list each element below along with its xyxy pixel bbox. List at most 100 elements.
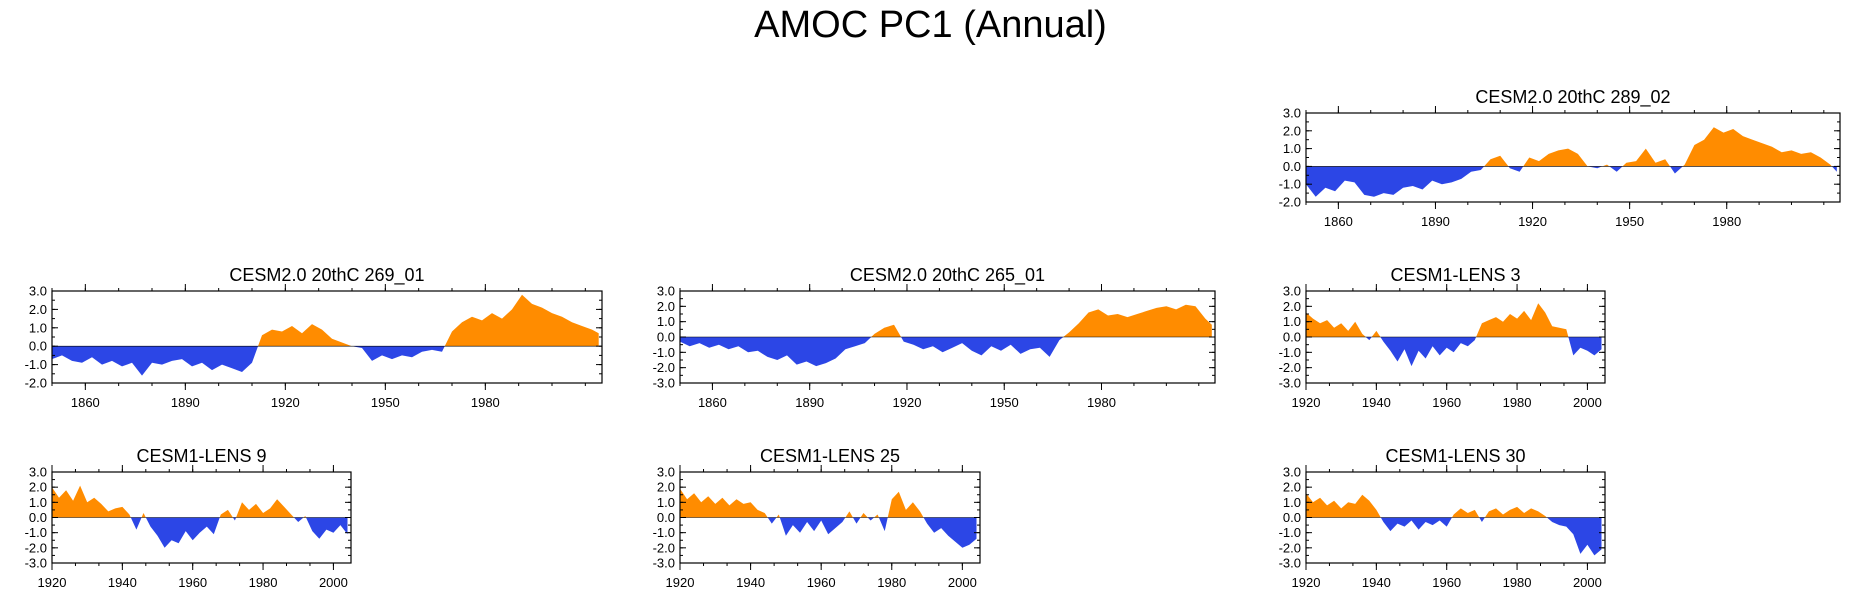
figure-title: AMOC PC1 (Annual) — [754, 4, 1107, 46]
series-negative-area — [1306, 337, 1602, 367]
panel-title: CESM1-LENS 30 — [1385, 446, 1525, 466]
x-tick-label: 1980 — [249, 575, 278, 590]
y-tick-label: -2.0 — [1279, 195, 1301, 210]
chart-panel-cesm1-lens-30: 3.02.01.00.0-1.0-2.0-3.0 1920 1940 1960 1980… — [1279, 446, 1606, 590]
y-tick-label: 3.0 — [29, 284, 47, 299]
x-tick-label: 1860 — [698, 395, 727, 410]
y-tick-label: -2.0 — [1279, 540, 1301, 555]
series-positive-area — [1306, 493, 1602, 518]
x-tick-label: 1950 — [1615, 214, 1644, 229]
y-tick-label: 3.0 — [657, 465, 675, 480]
x-tick-label: 1890 — [1421, 214, 1450, 229]
x-tick-label: 1920 — [1292, 395, 1321, 410]
y-tick-label: -1.0 — [1279, 525, 1301, 540]
y-tick-label: 0.0 — [657, 330, 675, 345]
y-tick-label: 3.0 — [1283, 465, 1301, 480]
series-negative-area — [680, 517, 977, 548]
series-negative-area — [52, 346, 445, 376]
y-tick-label: -1.0 — [1279, 177, 1301, 192]
y-tick-label: 0.0 — [1283, 330, 1301, 345]
y-tick-label: -1.0 — [25, 357, 47, 372]
x-tick-label: 1920 — [271, 395, 300, 410]
chart-panel-cesm1-lens-25: 3.02.01.00.0-1.0-2.0-3.0 1920 1940 1960 1980… — [653, 446, 981, 590]
x-tick-label: 1920 — [1518, 214, 1547, 229]
x-tick-label: 1960 — [1432, 575, 1461, 590]
y-tick-label: -2.0 — [25, 540, 47, 555]
y-tick-label: -3.0 — [1279, 556, 1301, 571]
panel-title: CESM1-LENS 3 — [1390, 265, 1520, 285]
x-tick-label: 1980 — [877, 575, 906, 590]
y-tick-label: -3.0 — [653, 556, 675, 571]
y-tick-label: 3.0 — [1283, 284, 1301, 299]
x-tick-label: 1950 — [371, 395, 400, 410]
x-tick-label: 1890 — [795, 395, 824, 410]
x-tick-label: 1940 — [1362, 395, 1391, 410]
y-tick-label: -1.0 — [653, 345, 675, 360]
y-tick-label: 2.0 — [29, 480, 47, 495]
y-tick-label: 1.0 — [1283, 314, 1301, 329]
y-tick-label: 3.0 — [657, 284, 675, 299]
x-tick-label: 1920 — [38, 575, 67, 590]
y-tick-label: 2.0 — [1283, 299, 1301, 314]
series-positive-area — [1306, 127, 1837, 167]
series-positive-area — [52, 485, 348, 518]
y-tick-label: 2.0 — [657, 299, 675, 314]
x-tick-label: 2000 — [1573, 575, 1602, 590]
x-tick-label: 1950 — [990, 395, 1019, 410]
y-tick-label: 1.0 — [29, 495, 47, 510]
x-tick-label: 1980 — [471, 395, 500, 410]
y-tick-label: 2.0 — [1283, 480, 1301, 495]
y-tick-label: 0.0 — [1283, 510, 1301, 525]
y-tick-label: 2.0 — [29, 302, 47, 317]
chart-panel-cesm1-lens-3: 3.02.01.00.0-1.0-2.0-3.0 1920 1940 1960 1980… — [1279, 265, 1606, 410]
y-tick-label: 1.0 — [1283, 495, 1301, 510]
x-tick-label: 1860 — [71, 395, 100, 410]
y-tick-label: -3.0 — [1279, 376, 1301, 391]
x-tick-label: 1860 — [1324, 214, 1353, 229]
y-tick-label: -2.0 — [1279, 360, 1301, 375]
chart-panel-cesm2-289-02: 3.0 2.0 1.0 0.0 -1.0 -2.0 1860 1890 1920 1950 1980… — [1279, 87, 1841, 229]
x-tick-label: 1980 — [1503, 395, 1532, 410]
chart-panel-cesm1-lens-9: 3.02.01.00.0-1.0-2.0-3.0 1920 1940 1960 1980… — [25, 446, 352, 590]
series-positive-area — [680, 488, 977, 518]
x-tick-label: 1940 — [736, 575, 765, 590]
x-tick-label: 1960 — [807, 575, 836, 590]
x-tick-label: 2000 — [1573, 395, 1602, 410]
series-negative-area — [52, 517, 348, 548]
y-tick-label: -1.0 — [1279, 345, 1301, 360]
series-negative-area — [1306, 166, 1837, 197]
y-tick-label: 0.0 — [1283, 159, 1301, 174]
chart-panel-cesm2-265-01: 3.02.01.00.0-1.0-2.0-3.0 1860 1890 1920 1950… — [653, 265, 1216, 410]
x-tick-label: 2000 — [319, 575, 348, 590]
y-tick-label: 2.0 — [1283, 123, 1301, 138]
y-tick-label: 1.0 — [657, 314, 675, 329]
x-tick-label: 1960 — [1432, 395, 1461, 410]
x-tick-label: 1980 — [1087, 395, 1116, 410]
x-tick-label: 1890 — [171, 395, 200, 410]
y-tick-label: 1.0 — [29, 320, 47, 335]
y-tick-label: 0.0 — [657, 510, 675, 525]
panel-title: CESM1-LENS 9 — [136, 446, 266, 466]
x-tick-label: 1920 — [893, 395, 922, 410]
y-tick-label: 3.0 — [29, 465, 47, 480]
x-tick-label: 1980 — [1503, 575, 1532, 590]
y-tick-label: 3.0 — [1283, 106, 1301, 121]
panel-title: CESM1-LENS 25 — [760, 446, 900, 466]
series-positive-area — [680, 304, 1212, 337]
x-tick-label: 2000 — [948, 575, 977, 590]
series-negative-area — [680, 337, 1212, 367]
chart-panel-cesm2-269-01: 3.0 2.0 1.0 0.0 -1.0 -2.0 1860 1890 1920 1950 1980… — [25, 265, 603, 410]
x-tick-label: 1960 — [178, 575, 207, 590]
y-tick-label: -1.0 — [25, 525, 47, 540]
x-tick-label: 1940 — [108, 575, 137, 590]
y-tick-label: 1.0 — [1283, 141, 1301, 156]
series-positive-area — [52, 294, 599, 347]
y-tick-label: -2.0 — [653, 360, 675, 375]
panel-title: CESM2.0 20thC 265_01 — [850, 265, 1045, 286]
series-negative-area — [1306, 517, 1602, 556]
y-tick-label: -2.0 — [653, 540, 675, 555]
y-tick-label: 2.0 — [657, 480, 675, 495]
panel-title: CESM2.0 20thC 289_02 — [1475, 87, 1670, 108]
y-tick-label: 0.0 — [29, 339, 47, 354]
